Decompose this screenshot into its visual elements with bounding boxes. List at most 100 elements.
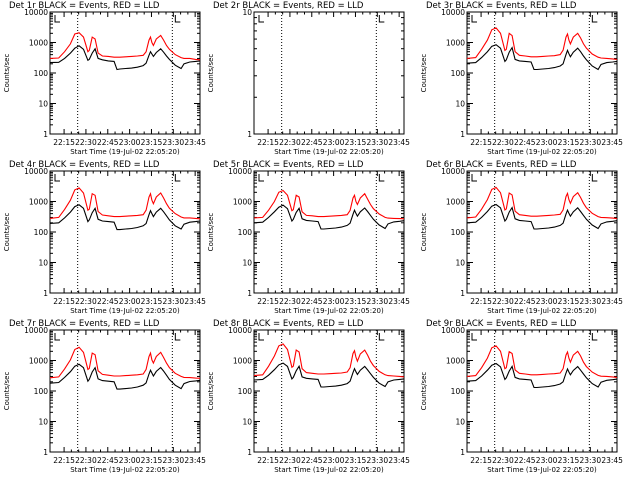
x-tick-label: 23:00 [323,138,345,147]
x-tick-label: 23:30 [162,456,184,465]
y-axis-label: Counts/sec [420,54,428,93]
x-tick-label: 22:30 [492,297,514,306]
y-tick-label: 1 [460,289,465,298]
x-tick-label: 23:00 [119,456,141,465]
panel-title: Det 9r BLACK = Events, RED = LLD [426,319,577,329]
x-tick-label: 22:45 [97,138,119,147]
panel-det-6: Det 6r BLACK = Events, RED = LLD 1 10 100 10… [420,160,623,315]
y-tick-label: 10000 [441,8,465,17]
corner-bracket-left [54,174,60,182]
y-tick-label: 1 [43,130,48,139]
y-tick-label: 10000 [24,326,48,335]
x-tick-label: 22:15 [53,456,75,465]
series-line-lld [49,32,201,61]
corner-bracket-left [471,333,477,341]
corner-bracket-right [591,174,598,182]
x-tick-label: 23:45 [184,297,206,306]
y-tick-label: 100 [238,228,253,237]
series-line-events [253,362,405,388]
x-tick-label: 23:30 [579,456,601,465]
x-tick-label: 23:45 [184,138,206,147]
corner-bracket-right [591,333,598,341]
corner-bracket-left [258,15,264,23]
x-tick-label: 23:15 [558,138,580,147]
corner-bracket-right [378,174,385,182]
series-line-lld [49,187,201,220]
x-tick-label: 22:30 [279,138,301,147]
y-axis-label: Counts/sec [3,213,11,252]
y-tick-label: 100 [34,387,49,396]
y-tick-label: 1 [247,130,252,139]
corner-bracket-right [174,15,181,23]
series-line-events [466,44,618,71]
y-tick-label: 1000 [29,39,48,48]
y-tick-label: 10000 [24,167,48,176]
x-tick-label: 22:30 [279,297,301,306]
y-tick-label: 1000 [233,357,252,366]
x-axis-label: Start Time (19-Jul-02 22:05:20) [487,148,597,156]
y-tick-label: 10 [38,418,48,427]
panel-title: Det 6r BLACK = Events, RED = LLD [426,160,577,170]
panel-title: Det 5r BLACK = Events, RED = LLD [213,160,364,170]
x-tick-label: 22:15 [257,297,279,306]
x-tick-label: 23:15 [141,297,163,306]
panel-det-7: Det 7r BLACK = Events, RED = LLD 1 10 100 10… [3,319,206,474]
y-tick-label: 10000 [441,326,465,335]
y-tick-label: 1 [247,289,252,298]
y-tick-label: 1000 [446,39,465,48]
y-tick-label: 100 [451,387,466,396]
y-tick-label: 10 [455,259,465,268]
y-tick-label: 10 [242,259,252,268]
panel-det-8: Det 8r BLACK = Events, RED = LLD 1 10 100 10… [207,319,410,474]
y-tick-label: 1000 [446,357,465,366]
x-tick-label: 22:30 [492,138,514,147]
y-axis-label: Counts/sec [207,372,215,411]
y-tick-label: 10 [38,100,48,109]
x-tick-label: 23:00 [323,456,345,465]
y-tick-label: 10000 [228,326,252,335]
series-line-events [49,363,201,390]
x-tick-label: 23:45 [184,456,206,465]
y-tick-label: 1000 [29,357,48,366]
series-line-events [466,362,618,389]
panel-det-1: Det 1r BLACK = Events, RED = LLD 1 10 100 10… [3,1,206,156]
x-tick-label: 22:15 [53,297,75,306]
series-line-lld [253,343,405,378]
corner-bracket-left [54,333,60,341]
x-tick-label: 23:30 [366,456,388,465]
corner-bracket-right [378,15,385,23]
x-tick-label: 23:30 [579,138,601,147]
series-line-lld [49,346,201,379]
x-tick-label: 23:45 [601,297,623,306]
x-tick-label: 23:00 [536,297,558,306]
x-tick-label: 23:00 [536,138,558,147]
y-tick-label: 1 [460,448,465,457]
series-line-lld [253,189,405,220]
x-tick-label: 23:00 [119,138,141,147]
panel-det-9: Det 9r BLACK = Events, RED = LLD 1 10 100 10… [420,319,623,474]
y-axis-label: Counts/sec [420,213,428,252]
corner-bracket-right [591,15,598,23]
x-tick-label: 22:45 [514,138,536,147]
x-tick-label: 22:30 [75,138,97,147]
x-tick-label: 23:15 [345,138,367,147]
y-tick-label: 100 [238,387,253,396]
y-tick-label: 1000 [446,198,465,207]
y-tick-label: 100 [451,228,466,237]
series-line-events [466,203,618,230]
y-tick-label: 10 [38,259,48,268]
y-axis-label: Counts/sec [420,372,428,411]
y-tick-label: 10000 [441,167,465,176]
x-tick-label: 22:15 [257,138,279,147]
x-tick-label: 23:30 [162,138,184,147]
y-tick-label: 1 [43,448,48,457]
panel-title: Det 8r BLACK = Events, RED = LLD [213,319,364,329]
y-tick-label: 1 [460,130,465,139]
x-tick-label: 22:15 [257,456,279,465]
x-tick-label: 22:15 [470,138,492,147]
panel-title: Det 4r BLACK = Events, RED = LLD [9,160,160,170]
corner-bracket-left [258,174,264,182]
x-axis-label: Start Time (19-Jul-02 22:05:20) [70,148,180,156]
panel-det-3: Det 3r BLACK = Events, RED = LLD 1 10 100 10… [420,1,623,156]
y-axis-label: Counts/sec [3,54,11,93]
